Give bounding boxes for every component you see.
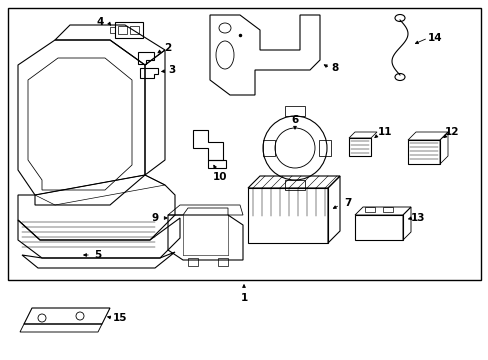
Text: 6: 6 [291, 115, 298, 125]
Text: 12: 12 [444, 127, 458, 137]
Bar [364, 207, 374, 212]
Text: 15: 15 [113, 313, 127, 323]
Text: 5: 5 [94, 250, 102, 260]
Bar [110, 27, 115, 33]
Text: 4: 4 [96, 17, 103, 27]
Text: 7: 7 [344, 198, 351, 208]
Bar [187, 258, 198, 266]
Bar [118, 26, 127, 34]
Bar [218, 258, 227, 266]
Text: 14: 14 [427, 33, 442, 43]
Text: 10: 10 [212, 172, 227, 182]
Bar [348, 138, 370, 156]
Text: 9: 9 [151, 213, 158, 223]
Text: 2: 2 [164, 43, 171, 53]
Bar [382, 207, 392, 212]
Text: 1: 1 [240, 293, 247, 303]
Bar [130, 26, 139, 34]
Bar [207, 160, 225, 168]
Bar [8, 8, 480, 280]
Bar [318, 140, 330, 156]
Bar [285, 180, 305, 190]
Text: 8: 8 [331, 63, 338, 73]
Bar [354, 215, 402, 240]
Bar [407, 140, 439, 164]
Text: 13: 13 [410, 213, 425, 223]
Bar [285, 106, 305, 116]
Text: 3: 3 [168, 65, 175, 75]
Bar [263, 140, 274, 156]
Bar [115, 22, 142, 38]
Text: 11: 11 [377, 127, 391, 137]
Bar [247, 188, 327, 243]
